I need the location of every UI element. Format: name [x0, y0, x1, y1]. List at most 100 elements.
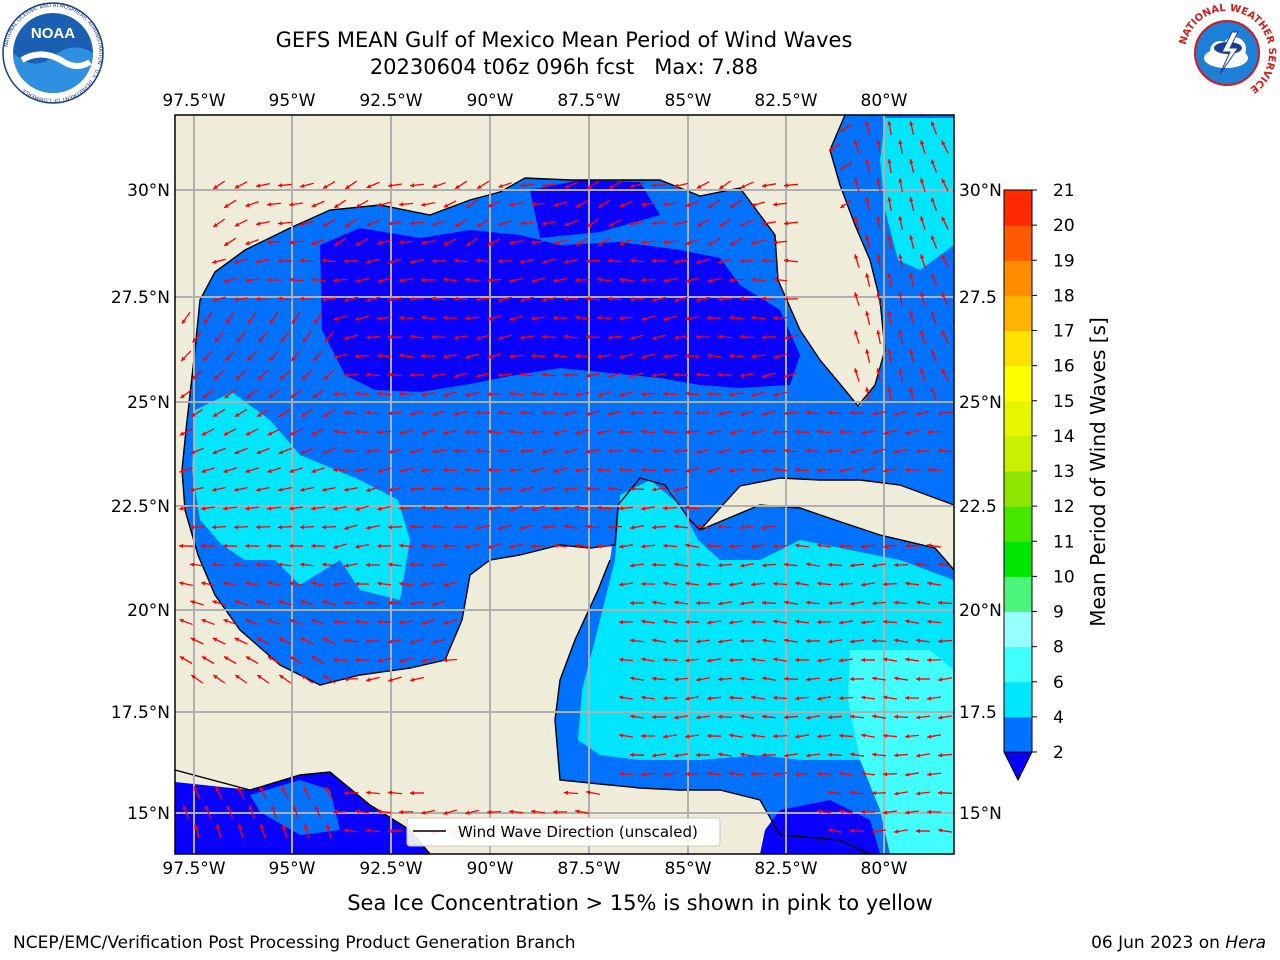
wind-arrow	[729, 199, 743, 209]
wind-arrow	[398, 391, 414, 397]
lat-label-left: 22.5°N	[111, 497, 170, 517]
wind-arrow	[475, 410, 491, 416]
wind-arrow	[453, 258, 469, 263]
colorbar-tick-label: 14	[1053, 427, 1075, 447]
wind-arrow	[674, 296, 688, 302]
wind-arrow	[498, 524, 512, 530]
wind-arrow	[256, 637, 270, 645]
wind-arrow	[520, 296, 534, 302]
wind-arrow	[443, 581, 457, 587]
wind-arrow	[827, 639, 843, 644]
wind-arrow	[941, 178, 949, 192]
wind-arrow	[717, 563, 733, 568]
wind-arrow	[750, 315, 766, 320]
wind-arrow	[662, 202, 678, 207]
wind-arrow	[190, 408, 204, 418]
wind-arrow	[909, 273, 915, 287]
wind-arrow	[216, 824, 222, 838]
wind-arrow	[344, 334, 358, 340]
wind-arrow	[179, 581, 193, 586]
wind-arrow	[574, 543, 590, 548]
wind-arrow	[854, 292, 860, 306]
wind-arrow	[343, 676, 359, 682]
wind-arrow	[354, 657, 370, 663]
wind-arrow	[728, 657, 744, 663]
wind-arrow	[189, 524, 205, 530]
wind-arrow	[192, 331, 202, 343]
wind-arrow	[898, 178, 903, 192]
wind-arrow	[235, 369, 247, 381]
wind-arrow	[344, 296, 358, 302]
wind-arrow	[937, 638, 953, 644]
wind-arrow	[596, 467, 612, 473]
wind-arrow	[409, 524, 425, 529]
wind-arrow	[454, 218, 468, 228]
wind-arrow	[541, 297, 557, 302]
wind-arrow	[442, 430, 458, 435]
wind-arrow	[596, 277, 612, 282]
colorbar-bin	[1004, 435, 1032, 472]
wind-arrow	[387, 221, 403, 226]
wind-arrow	[695, 600, 711, 606]
nws-logo: NATIONAL WEATHER SERVICE	[1178, 3, 1277, 102]
wind-arrow	[200, 506, 216, 511]
wind-arrow	[854, 140, 860, 154]
wind-arrow	[887, 272, 892, 288]
wind-arrow	[629, 410, 645, 416]
wind-arrow	[673, 562, 689, 567]
wind-arrow	[717, 714, 733, 720]
wind-arrow	[926, 772, 942, 777]
colorbar-bin	[1004, 225, 1032, 261]
wind-arrow	[695, 410, 711, 416]
wind-arrow	[707, 199, 721, 209]
wind-arrow	[920, 368, 926, 382]
wind-arrow	[245, 581, 259, 586]
chart-title-line2: 20230604 t06z 096h fcst Max: 7.88	[369, 55, 759, 79]
wind-arrow	[324, 331, 334, 343]
wind-arrow	[618, 582, 634, 587]
wind-arrow	[865, 311, 871, 325]
colorbar-tick-label: 6	[1053, 673, 1064, 693]
wind-arrow	[695, 524, 711, 529]
wind-arrow	[519, 335, 535, 340]
wind-arrow	[278, 600, 292, 606]
wind-arrow	[883, 467, 897, 473]
wind-arrow	[651, 221, 667, 226]
western-cyan	[192, 392, 410, 600]
wind-arrow	[365, 449, 381, 454]
lat-label-left: 30°N	[127, 181, 170, 201]
wind-arrow	[563, 334, 579, 339]
wind-arrow	[926, 657, 942, 663]
wind-arrow	[887, 120, 892, 136]
wind-arrow	[409, 562, 425, 567]
wind-arrow	[762, 410, 776, 416]
wind-arrow	[410, 638, 424, 644]
wind-arrow	[717, 639, 733, 644]
wind-arrow	[476, 524, 490, 530]
wind-arrow	[564, 181, 578, 189]
wind-arrow	[420, 543, 436, 548]
wind-arrow	[728, 315, 744, 320]
wind-arrow	[904, 581, 920, 586]
wind-arrow	[256, 600, 270, 606]
colorbar-tick-label: 11	[1053, 532, 1075, 552]
wind-arrow	[706, 696, 722, 701]
wind-arrow	[739, 752, 755, 757]
wind-arrow	[805, 562, 821, 567]
wind-arrow	[937, 828, 953, 833]
wind-arrow	[398, 506, 414, 511]
colorbar-bin	[1004, 646, 1032, 683]
wind-arrow	[388, 258, 402, 264]
wind-arrow	[354, 354, 370, 359]
wind-arrow	[838, 429, 854, 435]
wind-arrow	[739, 296, 755, 301]
wind-arrow	[707, 277, 721, 283]
wind-arrow	[596, 315, 612, 320]
wind-arrow	[366, 676, 380, 682]
wind-arrow	[421, 619, 435, 625]
wind-arrow	[563, 296, 579, 302]
wind-arrow	[684, 353, 700, 359]
wind-arrow	[399, 278, 413, 283]
wind-arrow	[684, 619, 700, 625]
wind-arrow	[343, 828, 359, 833]
